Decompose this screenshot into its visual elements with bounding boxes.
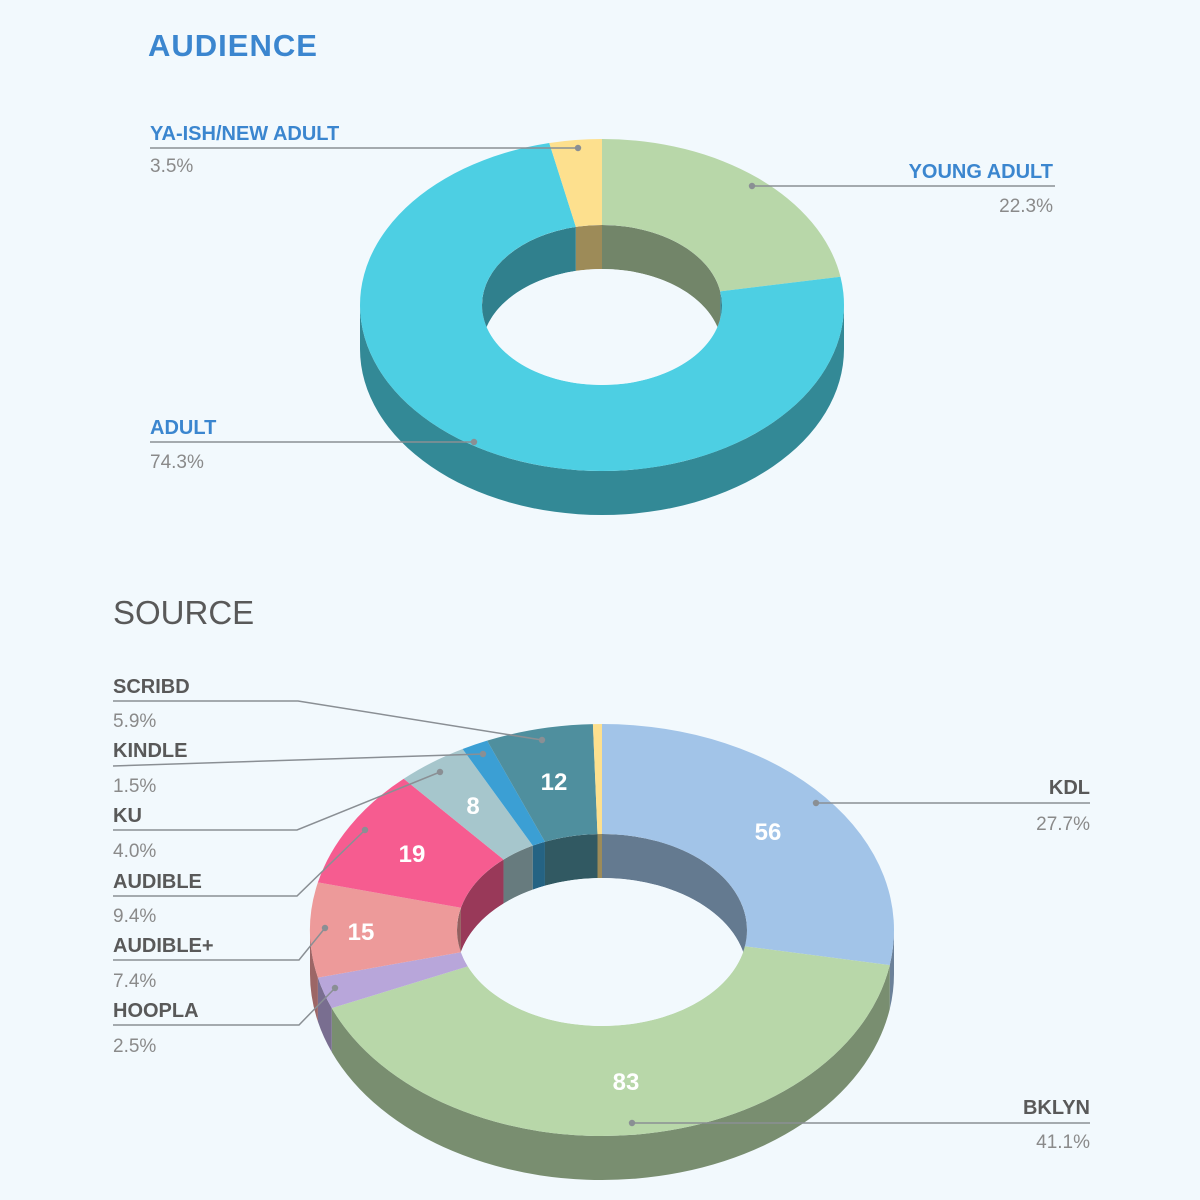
audience-hole — [482, 225, 722, 385]
source-label-3: AUDIBLE+ — [113, 935, 214, 957]
audience-percent-0: 22.3% — [999, 196, 1053, 217]
source-percent-0: 27.7% — [1036, 814, 1090, 835]
source-leader-line-5 — [113, 771, 441, 831]
source-hole-wall-7 — [544, 834, 598, 886]
source-slice-4 — [317, 778, 504, 908]
source-slice-1 — [331, 946, 890, 1137]
audience-leader-dot-2 — [574, 144, 582, 152]
source-hole-wall-5 — [503, 845, 533, 904]
audience-slice-0 — [602, 139, 841, 292]
source-leader-dot-6 — [479, 750, 487, 758]
source-leader-line-3 — [113, 927, 326, 961]
source-label-6: KINDLE — [113, 740, 187, 762]
source-leader-dot-3 — [321, 924, 329, 932]
source-leader-dot-7 — [538, 736, 546, 744]
source-value-label-7: 12 — [541, 769, 568, 796]
audience-slice-2 — [549, 139, 602, 227]
source-label-5: KU — [113, 805, 142, 827]
source-hole-wall-6 — [532, 841, 545, 890]
source-hole-wall-0 — [602, 834, 747, 974]
audience-hole-wall-0 — [602, 225, 721, 336]
audience-label-2: YA-ISH/NEW ADULT — [150, 123, 339, 145]
audience-label-1: ADULT — [150, 417, 216, 439]
source-label-0: KDL — [1049, 777, 1090, 799]
source-leader-line-6 — [112, 753, 484, 767]
source-value-label-1: 83 — [613, 1069, 640, 1096]
source-value-label-0: 56 — [755, 819, 782, 846]
audience-side-1 — [360, 305, 844, 515]
source-chart-title: SOURCE — [113, 594, 254, 631]
source-side-0 — [889, 930, 894, 1010]
audience-percent-2: 3.5% — [150, 156, 193, 177]
source-leader-dot-1 — [628, 1119, 636, 1127]
source-percent-4: 9.4% — [113, 906, 156, 927]
source-percent-6: 1.5% — [113, 776, 156, 797]
source-slice-7 — [487, 724, 598, 842]
audience-label-0: YOUNG ADULT — [909, 161, 1053, 183]
source-slice-2 — [317, 952, 468, 1009]
audience-slice-1 — [360, 142, 845, 471]
source-percent-3: 7.4% — [113, 971, 156, 992]
audience-leader-dot-1 — [470, 438, 478, 446]
source-leader-dot-4 — [361, 826, 369, 834]
audience-hole-wall-1 — [482, 226, 576, 349]
source-percent-2: 2.5% — [113, 1036, 156, 1057]
source-slice-3 — [310, 882, 461, 978]
audience-donut-chart: YOUNG ADULT 22.3% ADULT 74.3% YA-ISH/NEW ADU… — [150, 123, 1055, 515]
source-percent-5: 4.0% — [113, 841, 156, 862]
source-leader-line-4 — [113, 829, 366, 897]
audience-chart-title: AUDIENCE — [148, 28, 318, 63]
source-leader-line-7 — [113, 700, 543, 741]
audience-percent-1: 74.3% — [150, 452, 204, 473]
source-slice-5 — [403, 748, 533, 860]
source-slice-0 — [602, 724, 895, 966]
source-hole-wall-4 — [460, 859, 504, 952]
source-leader-line-2 — [113, 987, 336, 1026]
source-percent-7: 5.9% — [113, 711, 156, 732]
source-leader-dot-0 — [812, 799, 820, 807]
source-value-label-4: 19 — [399, 841, 426, 868]
source-slice-6 — [462, 740, 545, 846]
source-value-label-5: 8 — [466, 793, 479, 820]
source-leader-dot-5 — [436, 768, 444, 776]
source-slice-8 — [592, 724, 602, 835]
audience-leader-dot-0 — [748, 182, 756, 190]
source-side-2 — [317, 977, 332, 1053]
source-label-2: HOOPLA — [113, 1000, 199, 1022]
source-label-7: SCRIBD — [113, 676, 190, 698]
source-side-3 — [310, 930, 318, 1022]
source-leader-dot-2 — [331, 984, 339, 992]
source-side-1 — [331, 965, 890, 1181]
source-donut-chart: 56 83 15 19 8 12 KDL 27.7% BKLYN 41.1% HOOPLA 2.5% A… — [112, 676, 1090, 1181]
source-value-label-3: 15 — [348, 919, 375, 946]
source-label-1: BKLYN — [1023, 1097, 1090, 1119]
audience-hole-wall-2 — [575, 225, 602, 271]
source-percent-1: 41.1% — [1036, 1132, 1090, 1153]
audience-hole-floor — [482, 269, 722, 385]
source-hole-wall-8 — [597, 834, 602, 879]
source-label-4: AUDIBLE — [113, 871, 202, 893]
